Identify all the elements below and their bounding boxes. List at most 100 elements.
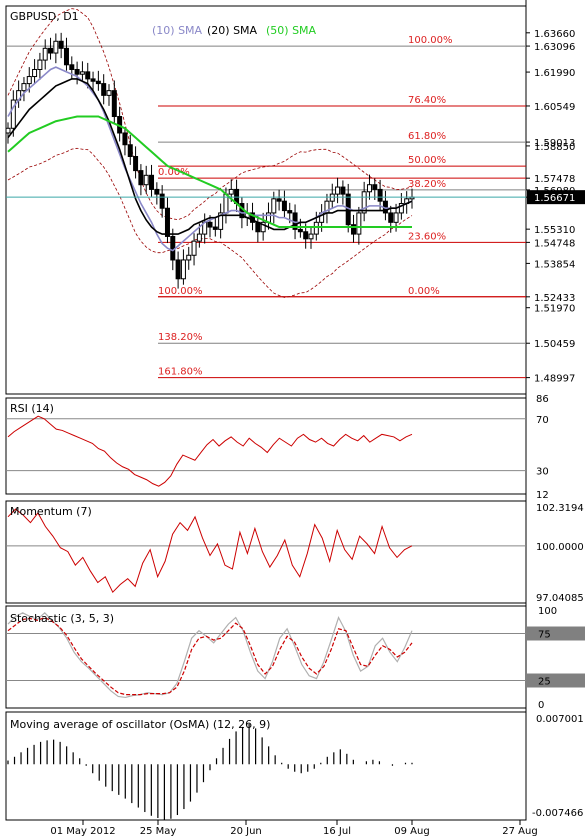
fib-label: 38.20% <box>408 179 446 190</box>
price-label: 1.48997 <box>534 374 575 385</box>
fib-label: 100.00% <box>408 35 453 46</box>
momentum-level-label: 100.0000 <box>536 542 584 553</box>
candle-body <box>21 83 27 92</box>
candle-body <box>250 212 256 223</box>
candle-body <box>63 47 69 66</box>
candle-body <box>26 76 32 85</box>
candle-body <box>143 174 149 186</box>
candle-body <box>133 155 139 172</box>
candle-body <box>297 228 303 233</box>
candle-body <box>228 188 234 195</box>
sma-line-1 <box>7 78 413 235</box>
rsi-level-label: 70 <box>536 415 549 426</box>
price-label: 1.50459 <box>534 339 575 350</box>
candle-body <box>377 188 383 202</box>
stochastic-level-label: 100 <box>538 606 557 617</box>
stochastic-level-box <box>527 626 585 641</box>
candle-body <box>366 184 372 193</box>
x-axis-label: 16 Jul <box>323 826 351 837</box>
candle-body <box>281 200 287 212</box>
price-label: 1.57478 <box>534 174 575 185</box>
momentum-title: Momentum (7) <box>10 505 92 518</box>
osma-level-label: -0.007466 <box>532 808 583 819</box>
candle-body <box>180 259 186 280</box>
price-label: 1.63096 <box>534 42 575 53</box>
sma-legend-item: (20) SMA <box>207 24 258 37</box>
candle-body <box>196 233 202 242</box>
fib-label: 50.00% <box>408 155 446 166</box>
candle-body <box>85 71 91 80</box>
price-label: 1.53854 <box>534 259 575 270</box>
stochastic-main-line <box>7 611 413 699</box>
fib-label: 23.60% <box>408 231 446 242</box>
panel-frame-main <box>5 5 527 395</box>
momentum-level-label: 102.3194 <box>536 503 584 514</box>
candle-body <box>398 203 404 214</box>
candle-body <box>58 40 64 49</box>
candle-body <box>164 207 170 237</box>
fib-label: 0.00% <box>158 167 190 178</box>
candle-body <box>335 186 341 195</box>
candle-body <box>361 191 367 214</box>
price-label: 1.59013 <box>534 138 575 149</box>
price-label: 1.55310 <box>534 225 575 236</box>
x-axis-label: 20 Jun <box>230 826 262 837</box>
candle-body <box>287 210 293 214</box>
rsi-level-label: 12 <box>536 490 549 501</box>
candle-body <box>207 221 213 228</box>
candle-body <box>159 193 165 209</box>
osma-level-label: 0.007001 <box>536 714 584 725</box>
envelope-lower <box>7 147 413 298</box>
sma-legend-item: (50) SMA <box>266 24 317 37</box>
x-axis-label: 25 May <box>140 826 177 837</box>
osma-title: Moving average of oscillator (OsMA) (12,… <box>10 718 270 731</box>
candle-body <box>69 64 75 70</box>
candle-body <box>356 212 362 235</box>
candle-body <box>303 231 309 240</box>
candle-body <box>340 186 346 195</box>
stochastic-level-label: 0 <box>538 700 544 711</box>
candle-body <box>308 233 314 240</box>
panel-frame-mom <box>5 500 527 604</box>
rsi-title: RSI (14) <box>10 402 54 415</box>
candle-body <box>191 240 197 256</box>
candle-body <box>218 212 224 230</box>
price-label: 1.51970 <box>534 304 575 315</box>
candle-body <box>48 47 54 54</box>
symbol-title: GBPUSD, D1 <box>10 10 79 23</box>
panel-frame-sto <box>5 605 527 709</box>
price-label: 1.63660 <box>534 29 575 40</box>
candle-body <box>186 254 192 261</box>
candle-body <box>149 174 155 190</box>
fib-label: 61.80% <box>408 131 446 142</box>
fib-label: 0.00% <box>408 286 440 297</box>
candle-body <box>53 40 59 54</box>
candle-body <box>271 198 277 214</box>
candle-body <box>127 144 133 157</box>
fib-label: 100.00% <box>158 286 203 297</box>
candle-body <box>351 224 357 235</box>
panel-frame-rsi <box>5 397 527 495</box>
candle-body <box>74 68 80 75</box>
candle-body <box>37 59 43 70</box>
x-axis-label: 27 Aug <box>502 826 537 837</box>
price-label: 1.54748 <box>534 238 575 249</box>
candle-body <box>154 188 160 195</box>
candle-body <box>10 99 16 129</box>
price-label: 1.61990 <box>534 68 575 79</box>
candle-body <box>175 259 181 280</box>
momentum-line <box>7 508 413 594</box>
momentum-level-label: 97.04085 <box>536 593 584 604</box>
price-label: 1.58850 <box>534 142 575 153</box>
stochastic-level-box <box>527 673 585 688</box>
candle-body <box>5 127 11 134</box>
candle-body <box>122 132 128 146</box>
candle-body <box>79 71 85 75</box>
price-label: 1.60549 <box>534 102 575 113</box>
sma-line-0 <box>7 66 413 252</box>
sma-line-2 <box>7 115 412 229</box>
candle-body <box>212 226 218 230</box>
current-price-box <box>527 190 585 205</box>
candle-body <box>388 212 394 223</box>
